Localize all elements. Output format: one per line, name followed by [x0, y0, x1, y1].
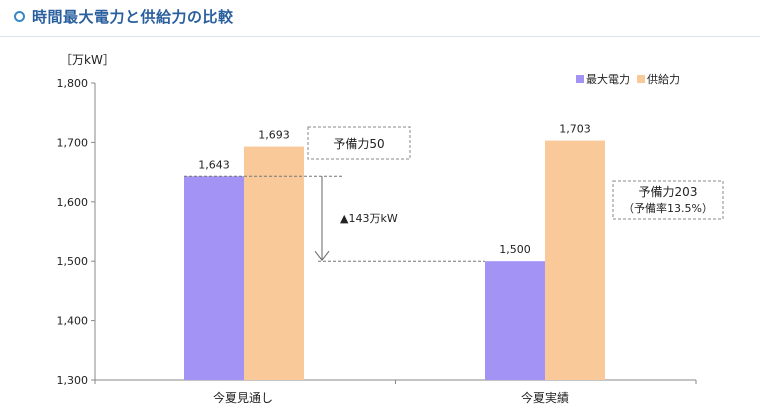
legend-swatch-max-demand	[576, 75, 584, 83]
down-arrow-head-icon	[314, 250, 330, 262]
x-tick-label-actual: 今夏実績	[521, 390, 569, 405]
y-tick-label: 1,300	[57, 374, 89, 387]
y-tick-label: 1,700	[57, 136, 89, 149]
title-divider	[0, 36, 760, 37]
y-tick-label: 1,600	[57, 196, 89, 209]
bar-value-label: 1,500	[499, 243, 531, 256]
y-tick-label: 1,800	[57, 77, 89, 90]
x-tick-label-forecast: 今夏見通し	[213, 390, 273, 405]
difference-label: ▲143万kW	[340, 212, 398, 225]
bars: 1,643 1,500 1,693 1,703	[184, 123, 605, 380]
reserve-actual-rate-label: （予備率13.5%）	[623, 201, 713, 215]
page-title: 時間最大電力と供給力の比較	[32, 8, 234, 26]
y-tick-label: 1,400	[57, 315, 89, 328]
bar-value-label: 1,643	[198, 158, 230, 171]
reserve-actual-box	[612, 180, 724, 220]
bar	[545, 140, 605, 380]
y-tick-label: 1,500	[57, 255, 89, 268]
y-axis-unit-label: ［万kW］	[60, 53, 115, 67]
bar	[244, 146, 304, 380]
legend-label-max-demand: 最大電力	[586, 72, 630, 86]
reserve-forecast-label: 予備力50	[333, 136, 384, 151]
section-heading: 時間最大電力と供給力の比較	[14, 6, 234, 27]
legend-swatch-supply	[637, 75, 645, 83]
bar	[485, 261, 545, 380]
legend-label-supply: 供給力	[647, 72, 680, 86]
legend: 最大電力 供給力	[576, 72, 680, 86]
reserve-actual-label: 予備力203	[639, 184, 698, 199]
bar-value-label: 1,693	[258, 129, 290, 142]
circle-bullet-icon	[14, 11, 25, 22]
bar-value-label: 1,703	[559, 123, 591, 136]
reserve-forecast-box	[307, 126, 411, 160]
bar	[184, 176, 244, 380]
annotations: ▲143万kW 予備力50 予備力203 （予備率13.5%）	[184, 126, 724, 262]
